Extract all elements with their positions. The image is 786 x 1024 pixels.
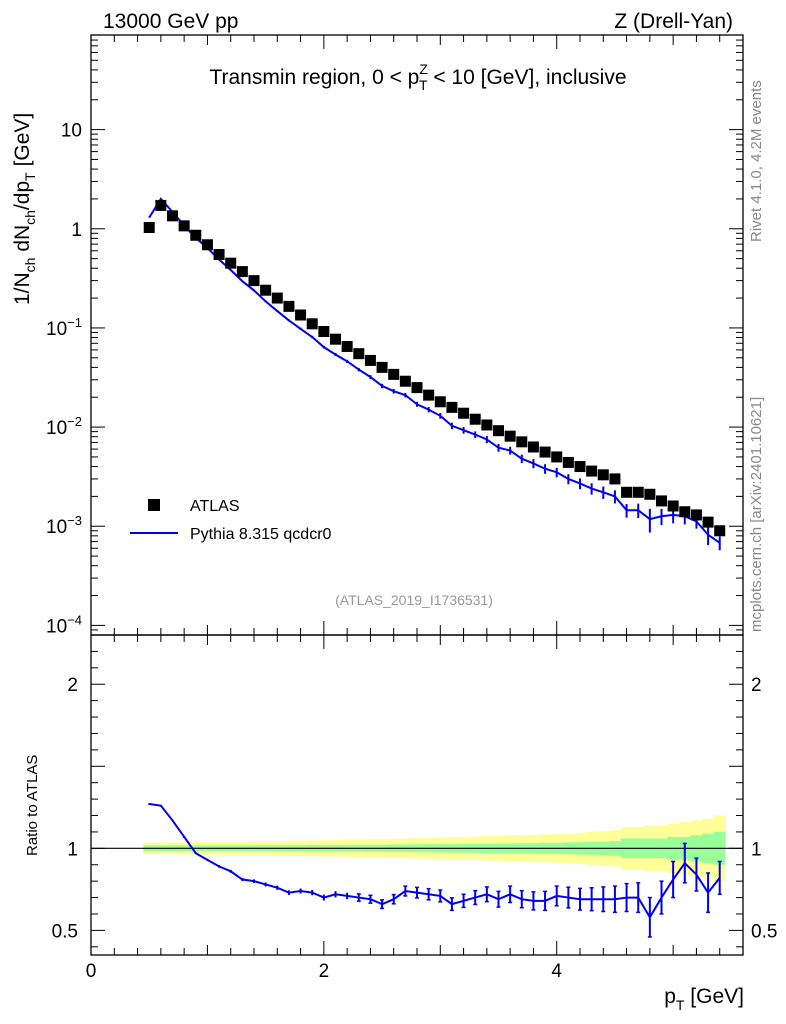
- atlas-point: [178, 220, 190, 232]
- x-tick-label: 2: [319, 961, 330, 982]
- x-axis-label: pT [GeV]: [664, 985, 744, 1013]
- pythia-ratio-line: [149, 803, 721, 920]
- atlas-point: [376, 361, 388, 373]
- ratio-y-tick-label-right: 2: [751, 675, 762, 696]
- atlas-point: [225, 257, 237, 269]
- atlas-point: [621, 486, 633, 498]
- x-tick-label: 4: [551, 961, 562, 982]
- atlas-point: [702, 516, 714, 528]
- atlas-point: [446, 401, 458, 413]
- atlas-point: [201, 239, 213, 251]
- atlas-point: [574, 461, 586, 473]
- ratio-y-tick-label-left: 1: [67, 839, 78, 860]
- ratio-y-tick-label-left: 0.5: [52, 921, 78, 942]
- atlas-point: [353, 348, 365, 360]
- y-tick-label: 10−3: [46, 513, 82, 538]
- atlas-point: [493, 425, 504, 437]
- atlas-point: [423, 389, 435, 401]
- atlas-point: [236, 266, 248, 278]
- atlas-point: [341, 340, 353, 352]
- atlas-point: [411, 382, 423, 394]
- atlas-point: [318, 326, 330, 338]
- atlas-point: [551, 451, 563, 463]
- atlas-point: [644, 488, 656, 500]
- atlas-point: [388, 368, 400, 380]
- y-tick-label: 10−4: [46, 612, 82, 637]
- y-tick-label: 10−1: [46, 315, 82, 340]
- legend-pythia-label: Pythia 8.315 qcdcr0: [190, 526, 332, 543]
- atlas-point: [295, 309, 307, 321]
- y-tick-label: 10: [61, 121, 82, 142]
- atlas-point: [679, 506, 691, 518]
- atlas-point: [656, 495, 667, 507]
- atlas-point: [481, 419, 493, 431]
- atlas-point: [527, 441, 539, 453]
- atlas-point: [469, 413, 481, 425]
- y-tick-label: 1: [71, 220, 82, 241]
- header-energy-label: 13000 GeV pp: [103, 10, 238, 33]
- analysis-label: (ATLAS_2019_I1736531): [335, 592, 493, 608]
- atlas-point: [597, 469, 609, 481]
- atlas-point: [190, 229, 202, 241]
- atlas-point: [632, 486, 644, 498]
- main-y-axis-label: 1/Nch dNch/dpT [GeV]: [11, 113, 38, 305]
- atlas-point: [260, 284, 272, 296]
- side-rivet-label: Rivet 4.1.0, 4.2M events: [748, 80, 765, 242]
- atlas-point: [667, 500, 679, 512]
- atlas-point: [143, 221, 155, 233]
- header-process-label: Z (Drell-Yan): [614, 10, 733, 33]
- legend-atlas-marker: [148, 499, 160, 511]
- atlas-point: [271, 292, 283, 304]
- main-panel: 10 1 10−1 10−2 10−3 10−4 Transmin region, 0 <…: [11, 34, 744, 955]
- y-tick-exponent: −1: [67, 315, 82, 330]
- plot-title-pre: Transmin region, 0 < p: [209, 66, 419, 89]
- atlas-point: [586, 465, 598, 477]
- atlas-point: [364, 354, 376, 366]
- y-tick-exponent: −3: [67, 513, 82, 528]
- ratio-y-tick-label-right: 1: [751, 839, 762, 860]
- ratio-frame: [90, 634, 744, 956]
- atlas-point: [155, 199, 167, 211]
- atlas-point: [609, 473, 621, 485]
- atlas-point: [434, 396, 446, 408]
- legend: ATLAS Pythia 8.315 qcdcr0: [130, 498, 332, 543]
- atlas-point: [504, 430, 516, 442]
- atlas-point: [562, 456, 574, 468]
- side-source-label: mcplots.cern.ch [arXiv:2401.10621]: [748, 397, 765, 632]
- atlas-point: [283, 300, 295, 312]
- atlas-point: [714, 525, 726, 537]
- atlas-point: [539, 446, 551, 458]
- main-axis-ticks: 10 1 10−1 10−2 10−3 10−4: [46, 34, 744, 955]
- atlas-point: [458, 407, 470, 419]
- ratio-y-tick-label-left: 2: [67, 675, 78, 696]
- ratio-axis-ticks: 0 2 4 2 2 1 1 0.5 0.5: [52, 35, 777, 982]
- plot-title: Transmin region, 0 < pZ T < 10 [GeV], inc…: [209, 61, 626, 93]
- y-tick-label: 10−2: [46, 414, 82, 439]
- y-tick-exponent: −2: [67, 414, 82, 429]
- legend-atlas-label: ATLAS: [190, 498, 240, 515]
- ratio-y-axis-label: Ratio to ATLAS: [24, 755, 41, 856]
- ratio-y-tick-label-right: 0.5: [751, 921, 777, 942]
- plot-title-post: < 10 [GeV], inclusive: [428, 66, 627, 89]
- atlas-point: [248, 275, 260, 287]
- atlas-point: [306, 318, 318, 330]
- pythia-line: [148, 197, 721, 544]
- plot-title-sub: T: [419, 77, 428, 93]
- main-frame: [90, 34, 744, 636]
- atlas-point: [516, 436, 528, 448]
- atlas-point: [690, 509, 702, 521]
- x-tick-label: 0: [86, 961, 97, 982]
- atlas-point: [399, 375, 411, 387]
- plot-title-sup: Z: [419, 61, 428, 77]
- atlas-point: [213, 249, 225, 261]
- atlas-point: [330, 333, 341, 345]
- y-tick-exponent: −4: [67, 612, 82, 627]
- ratio-panel: 0 2 4 2 2 1 1 0.5 0.5 Ratio to ATLAS: [24, 35, 777, 982]
- atlas-point: [167, 210, 178, 222]
